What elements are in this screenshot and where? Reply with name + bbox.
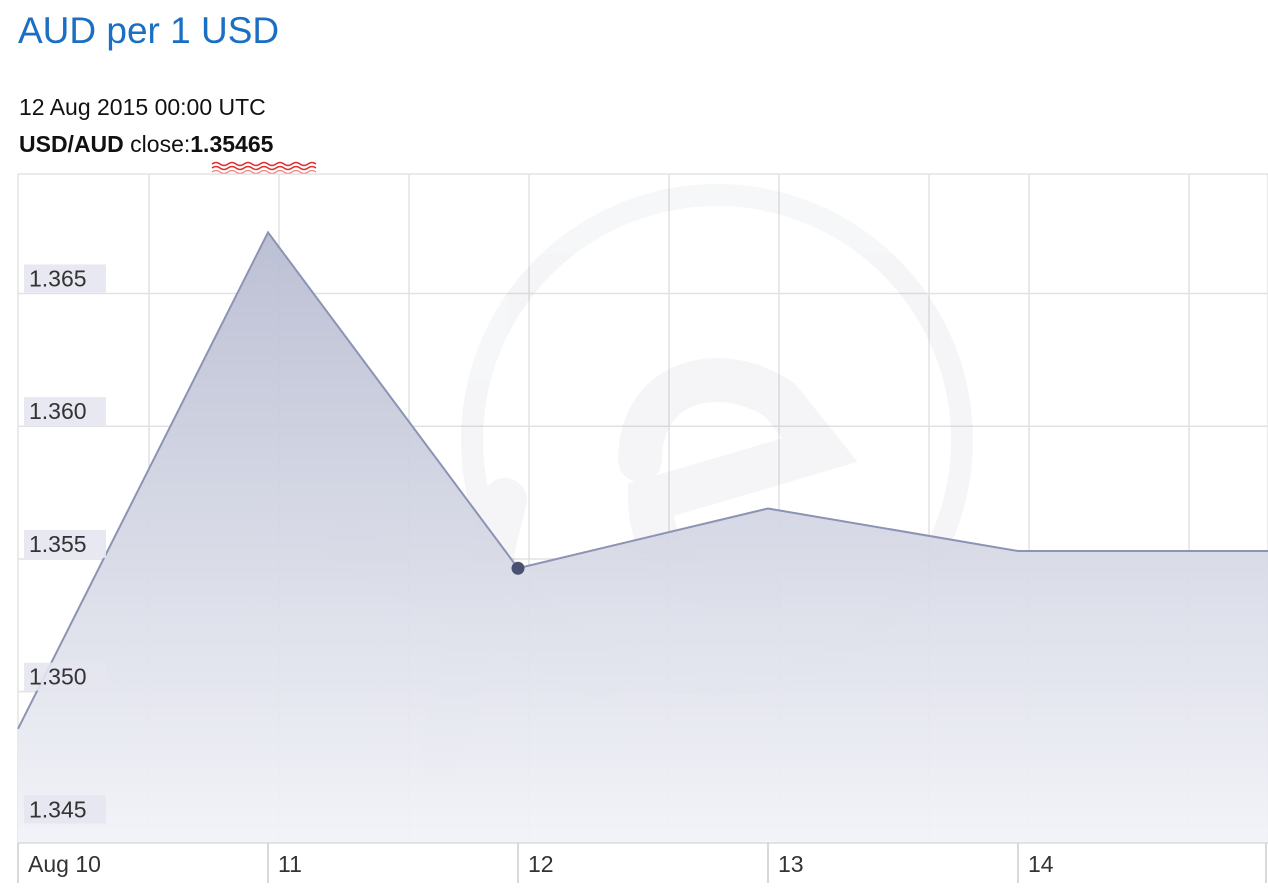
x-axis: Aug 10 11 12 13 14 [17,842,1268,883]
chart-title: AUD per 1 USD [18,10,280,51]
y-tick-label-bg [24,264,106,293]
series-line [17,230,1268,730]
y-tick-label-bg [24,795,106,824]
y-tick-label: 1.355 [29,531,87,557]
y-tick-label-bg [24,662,106,691]
x-tick-label: Aug 10 [28,851,101,877]
x-tick-label: 14 [1028,851,1054,877]
y-axis: 1.365 1.360 1.355 1.350 1.345 [24,264,106,824]
markers [511,561,525,575]
y-tick-label: 1.350 [29,664,87,690]
x-tick-label: 12 [528,851,554,877]
x-tick-label: 13 [778,851,804,877]
x-tick-label: 11 [278,851,302,877]
highlighted-point-marker[interactable] [511,561,525,575]
y-tick-label-bg [24,397,106,426]
y-tick-label-bg [24,529,106,558]
area-fill [18,232,1268,843]
spellcheck-underline [211,161,317,174]
y-tick-label: 1.360 [29,398,87,424]
y-tick-label: 1.345 [29,796,87,822]
y-tick-label: 1.365 [29,265,87,291]
tooltip-pair: USD/AUD [19,131,124,157]
tooltip-close-label: close: [130,131,191,157]
tooltip-close-line: USD/AUD close:1.35465 [19,131,273,158]
tooltip-close-value: 1.35465 [190,131,274,157]
tooltip-date: 12 Aug 2015 00:00 UTC [19,94,266,120]
